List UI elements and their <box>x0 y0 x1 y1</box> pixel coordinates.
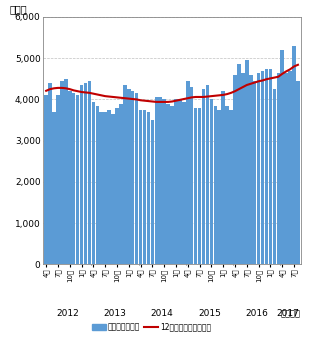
Text: 2016: 2016 <box>245 309 268 318</box>
Bar <box>265 68 268 264</box>
Bar <box>151 120 154 264</box>
Bar <box>107 110 111 264</box>
Bar <box>296 81 300 264</box>
Bar <box>272 89 276 264</box>
Bar <box>64 79 68 264</box>
Bar <box>245 60 249 264</box>
Bar <box>52 112 56 264</box>
Bar <box>56 95 60 264</box>
Bar <box>233 75 237 264</box>
Bar <box>194 108 197 264</box>
Bar <box>281 50 284 264</box>
Bar <box>135 93 138 264</box>
Bar <box>119 104 123 264</box>
Bar <box>284 73 288 264</box>
Bar <box>162 99 166 264</box>
Legend: 新規登録物件数, 12カ月後方移動平均値: 新規登録物件数, 12カ月後方移動平均値 <box>89 320 214 335</box>
Bar <box>147 112 150 264</box>
Bar <box>249 75 253 264</box>
Bar <box>80 85 83 264</box>
Bar <box>277 73 280 264</box>
Bar <box>166 104 170 264</box>
Text: 2012: 2012 <box>56 309 79 318</box>
Bar <box>115 108 119 264</box>
Bar <box>178 99 182 264</box>
Bar <box>241 73 245 264</box>
Text: 2017: 2017 <box>277 309 299 318</box>
Bar <box>206 85 209 264</box>
Bar <box>214 106 217 264</box>
Text: （件）: （件） <box>10 4 28 15</box>
Text: （年度）: （年度） <box>281 309 301 318</box>
Bar <box>190 87 193 264</box>
Bar <box>72 93 75 264</box>
Bar <box>237 64 241 264</box>
Bar <box>202 89 205 264</box>
Bar <box>48 83 52 264</box>
Bar <box>123 85 126 264</box>
Bar <box>143 110 146 264</box>
Bar <box>174 99 178 264</box>
Bar <box>76 95 79 264</box>
Bar <box>100 112 103 264</box>
Bar <box>68 91 72 264</box>
Bar <box>155 97 158 264</box>
Bar <box>253 81 256 264</box>
Text: 2015: 2015 <box>198 309 221 318</box>
Bar <box>269 68 272 264</box>
Text: 2014: 2014 <box>151 309 174 318</box>
Bar <box>84 83 87 264</box>
Bar <box>186 81 189 264</box>
Bar <box>182 101 186 264</box>
Text: 2013: 2013 <box>104 309 126 318</box>
Bar <box>91 101 95 264</box>
Bar <box>218 110 221 264</box>
Bar <box>60 81 64 264</box>
Bar <box>198 108 202 264</box>
Bar <box>88 81 91 264</box>
Bar <box>139 110 142 264</box>
Bar <box>210 99 213 264</box>
Bar <box>261 71 264 264</box>
Bar <box>158 97 162 264</box>
Bar <box>131 91 135 264</box>
Bar <box>95 106 99 264</box>
Bar <box>257 73 260 264</box>
Bar <box>44 95 48 264</box>
Bar <box>221 91 225 264</box>
Bar <box>170 106 174 264</box>
Bar <box>288 71 292 264</box>
Bar <box>292 46 296 264</box>
Bar <box>111 114 115 264</box>
Bar <box>229 110 233 264</box>
Bar <box>127 89 131 264</box>
Bar <box>104 112 107 264</box>
Bar <box>225 106 229 264</box>
